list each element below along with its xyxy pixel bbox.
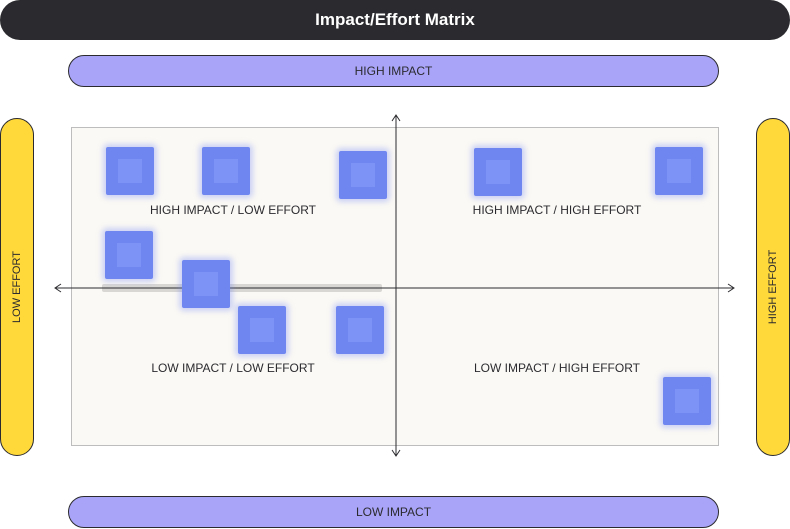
high-impact-label: HIGH IMPACT <box>68 55 719 87</box>
low-effort-pill: LOW EFFORT <box>0 118 34 456</box>
sticky-note[interactable] <box>202 147 250 195</box>
quadrant-label-top-right: HIGH IMPACT / HIGH EFFORT <box>472 203 642 217</box>
axis-arrow-right <box>727 283 735 293</box>
sticky-note[interactable] <box>339 151 387 199</box>
axis-arrow-left <box>54 283 62 293</box>
axis-arrow-up <box>391 114 401 122</box>
matrix-title: Impact/Effort Matrix <box>0 0 790 40</box>
low-impact-label: LOW IMPACT <box>68 496 719 528</box>
quadrant-label-bottom-left: LOW IMPACT / LOW EFFORT <box>151 361 315 375</box>
sticky-note[interactable] <box>474 148 522 196</box>
sticky-note[interactable] <box>655 147 703 195</box>
axis-arrow-down <box>391 449 401 457</box>
quadrant-label-top-left: HIGH IMPACT / LOW EFFORT <box>149 203 317 217</box>
quadrant-label-bottom-right: LOW IMPACT / HIGH EFFORT <box>473 361 641 375</box>
sticky-note[interactable] <box>105 231 153 279</box>
sticky-note[interactable] <box>663 377 711 425</box>
sticky-note[interactable] <box>106 147 154 195</box>
sticky-note[interactable] <box>238 306 286 354</box>
sticky-note[interactable] <box>336 306 384 354</box>
sticky-note[interactable] <box>182 260 230 308</box>
